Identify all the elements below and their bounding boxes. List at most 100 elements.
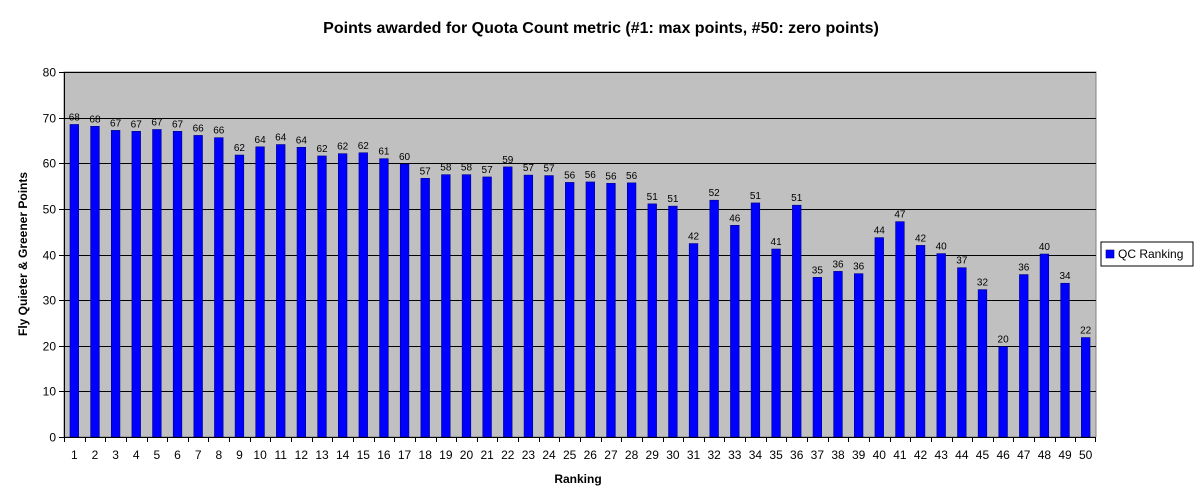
x-tick-label: 14: [336, 448, 350, 462]
x-tick-label: 29: [646, 448, 660, 462]
x-tick-label: 26: [584, 448, 598, 462]
bar: [730, 225, 740, 438]
data-label: 34: [1059, 271, 1071, 282]
bar: [379, 158, 389, 438]
bar: [709, 199, 719, 438]
data-label: 58: [461, 163, 473, 174]
data-label: 56: [626, 171, 638, 182]
data-label: 36: [1018, 263, 1030, 274]
bar: [317, 155, 327, 438]
x-tick-label: 2: [92, 448, 99, 462]
data-label: 66: [213, 126, 225, 137]
x-tick-label: 44: [955, 448, 969, 462]
data-label: 37: [956, 256, 968, 267]
data-label: 40: [936, 242, 948, 253]
bar: [585, 181, 595, 438]
bar: [565, 182, 575, 438]
x-tick-label: 8: [215, 448, 222, 462]
x-tick-label: 35: [769, 448, 783, 462]
data-label: 36: [832, 259, 844, 270]
y-tick-label: 30: [43, 294, 57, 308]
data-label: 40: [1039, 242, 1051, 253]
bar: [461, 174, 472, 438]
data-label: 57: [523, 163, 535, 174]
x-tick-label: 49: [1058, 448, 1072, 462]
data-label: 67: [172, 119, 184, 130]
data-label: 61: [378, 147, 390, 158]
data-label: 47: [894, 210, 906, 221]
data-label: 51: [750, 191, 762, 202]
x-tick-label: 9: [236, 448, 243, 462]
chart-title: Points awarded for Quota Count metric (#…: [323, 20, 879, 37]
data-label: 52: [709, 188, 721, 199]
x-tick-label: 7: [195, 448, 202, 462]
y-axis-title: Fly Quieter & Greener Points: [16, 172, 30, 336]
x-tick-label: 10: [253, 448, 267, 462]
x-tick-label: 22: [501, 448, 515, 462]
x-tick-label: 41: [893, 448, 907, 462]
legend-box: [1100, 241, 1194, 267]
bar: [503, 166, 513, 438]
data-label: 51: [667, 194, 679, 205]
x-tick-label: 48: [1038, 448, 1052, 462]
x-tick-label: 11: [274, 448, 287, 462]
data-label: 67: [131, 119, 143, 130]
data-label: 41: [771, 237, 783, 248]
x-tick-label: 30: [666, 448, 680, 462]
x-tick-label: 3: [112, 448, 119, 462]
x-tick-label: 32: [707, 448, 721, 462]
bar: [1039, 253, 1050, 438]
bar: [172, 131, 183, 438]
x-tick-label: 40: [873, 448, 887, 462]
bar: [131, 131, 141, 438]
data-label: 66: [193, 123, 205, 134]
x-tick-label: 28: [625, 448, 639, 462]
data-label: 67: [151, 117, 163, 128]
bar: [1081, 337, 1091, 438]
bar: [606, 183, 616, 438]
data-label: 44: [874, 226, 886, 237]
data-label: 62: [234, 143, 246, 154]
bar: [338, 153, 348, 438]
bar: [1060, 282, 1070, 438]
x-tick-label: 24: [542, 448, 556, 462]
bar: [420, 178, 430, 438]
y-tick-label: 80: [43, 66, 57, 80]
data-label: 36: [853, 262, 865, 273]
bar: [874, 237, 884, 438]
x-tick-label: 18: [419, 448, 433, 462]
x-tick-label: 34: [749, 448, 763, 462]
x-tick-label: 5: [154, 448, 161, 462]
data-label: 32: [977, 278, 989, 289]
data-label: 22: [1080, 326, 1092, 337]
bar: [276, 144, 286, 438]
legend-label: QC Ranking: [1118, 247, 1183, 261]
bar: [69, 124, 79, 438]
bar: [214, 137, 224, 438]
x-tick-label: 20: [460, 448, 474, 462]
data-label: 59: [502, 155, 514, 166]
data-label: 62: [337, 142, 349, 153]
bar: [915, 245, 926, 438]
bar: [833, 271, 843, 438]
x-tick-label: 4: [133, 448, 140, 462]
bar: [296, 146, 306, 438]
x-tick-label: 43: [935, 448, 949, 462]
x-tick-label: 16: [377, 448, 391, 462]
y-tick-label: 50: [43, 203, 57, 217]
x-tick-label: 25: [563, 448, 577, 462]
data-label: 56: [564, 170, 576, 181]
legend-swatch: [1105, 249, 1115, 259]
bar: [688, 243, 699, 438]
bar: [399, 163, 410, 438]
data-label: 42: [915, 233, 927, 244]
data-label: 56: [605, 171, 617, 182]
bar: [193, 135, 203, 438]
data-label: 67: [110, 118, 122, 129]
data-label: 42: [688, 232, 700, 243]
data-label: 20: [998, 335, 1010, 346]
bar: [998, 346, 1008, 438]
x-tick-label: 33: [728, 448, 742, 462]
data-label: 64: [296, 135, 308, 146]
